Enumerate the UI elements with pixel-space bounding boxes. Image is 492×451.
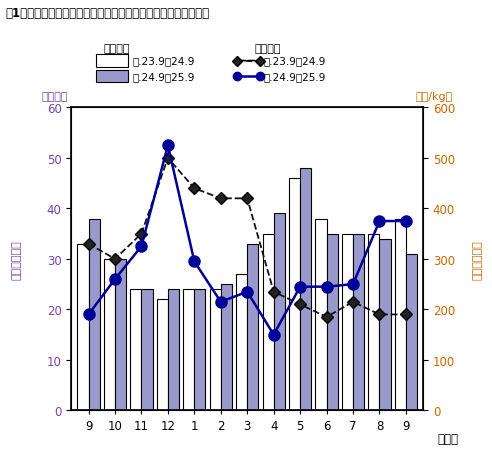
Text: （卸売数量）: （卸売数量） [12,239,22,279]
Bar [369,234,379,410]
Bar [406,254,417,410]
Text: 図1　きゅうりの卸売数量及び卸売価格の推移（主要卸売市場）: 図1 きゅうりの卸売数量及び卸売価格の推移（主要卸売市場） [5,7,209,20]
Bar [130,290,141,410]
Text: （千ｔ）: （千ｔ） [41,92,68,102]
Bar [236,274,247,410]
Text: （月）: （月） [437,432,458,445]
Bar [157,299,168,410]
Text: 卸売価格: 卸売価格 [254,44,281,54]
Bar [379,239,391,410]
Bar [327,234,338,410]
Bar [210,290,221,410]
Bar [263,234,274,410]
Text: （円/kg）: （円/kg） [416,92,453,102]
Bar [342,234,353,410]
Bar [115,259,126,410]
Bar [194,290,206,410]
Text: 平.24.9～25.9: 平.24.9～25.9 [263,72,325,82]
Text: 平.23.9～24.9: 平.23.9～24.9 [133,56,195,66]
Bar [300,169,311,410]
Bar [274,214,285,410]
Bar [183,290,194,410]
Bar [221,285,232,410]
Bar [289,179,300,410]
Text: （卸売価格）: （卸売価格） [473,239,483,279]
Bar [141,290,153,410]
Text: 卸売数量: 卸売数量 [103,44,129,54]
Bar [353,234,364,410]
Bar [247,244,258,410]
Bar [77,244,89,410]
Bar [96,55,127,68]
Text: 平.24.9～25.9: 平.24.9～25.9 [133,72,195,82]
Bar [395,219,406,410]
Text: 平.23.9～24.9: 平.23.9～24.9 [263,56,325,66]
Bar [315,219,327,410]
Bar [89,219,100,410]
Bar [104,259,115,410]
Bar [168,290,179,410]
Bar [96,70,127,83]
